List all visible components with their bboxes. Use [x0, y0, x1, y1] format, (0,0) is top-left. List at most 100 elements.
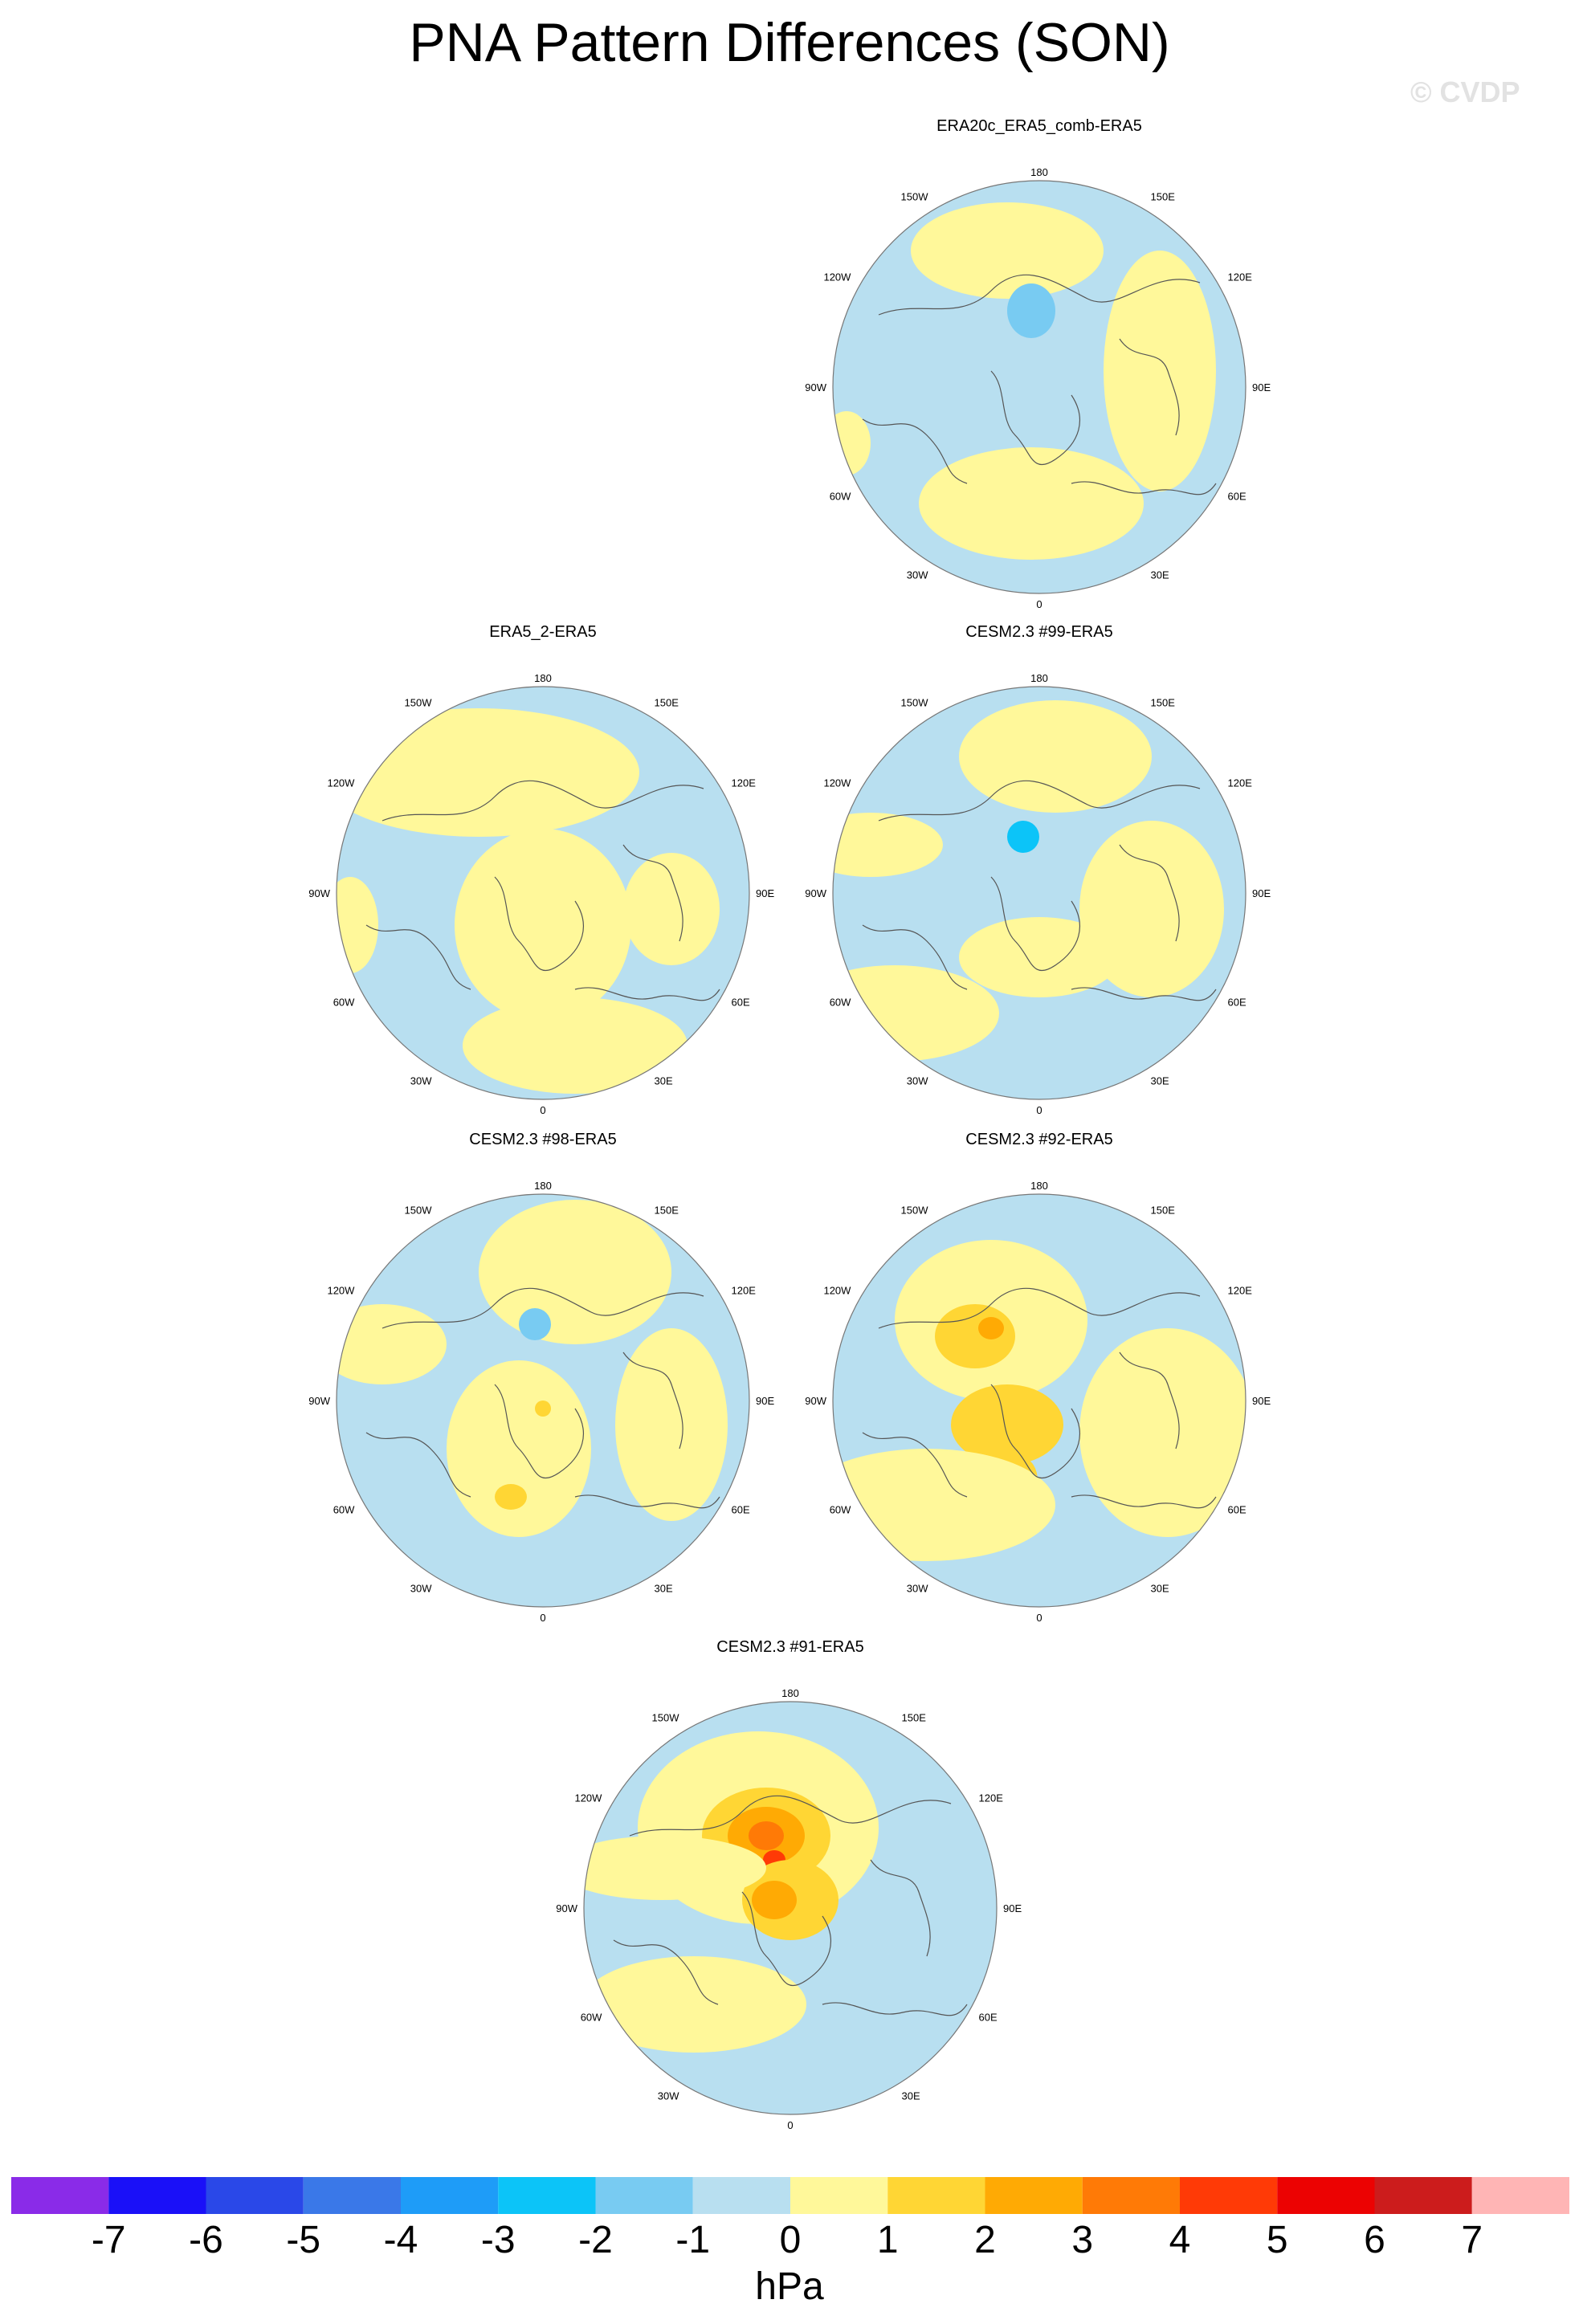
contour-region: [1007, 821, 1039, 853]
coastline: [990, 876, 1080, 972]
longitude-label: 60W: [830, 1504, 851, 1516]
longitude-label: 180: [534, 672, 552, 684]
coastline: [990, 1384, 1080, 1479]
longitude-label: 120E: [732, 1285, 757, 1297]
longitude-label: 120E: [732, 777, 757, 789]
map-panel: ERA20c_ERA5_comb-ERA5 180 0 90W 90E 150W 150E 1…: [774, 117, 1304, 647]
coastline: [741, 1891, 831, 1987]
longitude-label: 0: [1036, 598, 1042, 610]
figure-title: PNA Pattern Differences (SON): [409, 12, 1170, 73]
coastline: [381, 1287, 704, 1329]
coastline: [862, 924, 968, 990]
contour-region: [959, 700, 1152, 813]
contour-region: [1007, 283, 1055, 338]
polar-map: 180 0 90W 90E 150W 150E 120W 120E 60W 60E 30W 30E: [308, 1180, 774, 1624]
longitude-label: 150E: [1151, 1204, 1176, 1216]
coastline: [629, 1795, 952, 1837]
longitude-label: 90E: [1252, 1395, 1271, 1407]
longitude-label: 180: [781, 1687, 799, 1699]
longitude-label: 0: [787, 2119, 793, 2131]
panel-title: CESM2.3 #91-ERA5: [716, 1638, 864, 1656]
coastline: [365, 1432, 471, 1498]
polar-map: 180 0 90W 90E 150W 150E 120W 120E 60W 60E 30W 30E: [805, 166, 1271, 610]
colorbar-swatch: [790, 2177, 888, 2214]
longitude-label: 0: [1036, 1612, 1042, 1624]
longitude-label: 0: [540, 1612, 545, 1624]
contour-region: [337, 1304, 447, 1384]
longitude-label: 120E: [1228, 777, 1253, 789]
longitude-label: 60W: [333, 997, 355, 1009]
colorbar-tick-label: -4: [383, 2219, 418, 2261]
longitude-label: 150W: [901, 1204, 929, 1216]
map-panel: CESM2.3 #98-ERA5 180 0 90W 90E 150W 150E 120W 12…: [278, 1131, 808, 1661]
polar-map: 180 0 90W 90E 150W 150E 120W 120E 60W 60E 30W 30E: [805, 672, 1271, 1116]
map-border: [832, 180, 1246, 594]
longitude-label: 90E: [756, 887, 774, 899]
contour-region: [749, 1821, 784, 1850]
longitude-label: 150W: [405, 1204, 433, 1216]
longitude-label: 30W: [907, 569, 928, 581]
coastline: [878, 274, 1201, 316]
colorbar-swatch: [303, 2177, 401, 2214]
colorbar-tick-label: 3: [1071, 2219, 1094, 2261]
longitude-label: 180: [1030, 166, 1048, 178]
colorbar-swatch: [1277, 2177, 1375, 2214]
coastline: [574, 1494, 720, 1509]
map-border: [583, 1701, 998, 2115]
colorbar-swatch: [401, 2177, 499, 2214]
longitude-label: 180: [1030, 672, 1048, 684]
colorbar-swatch: [595, 2177, 693, 2214]
coastline: [1119, 338, 1180, 436]
map-border: [832, 1193, 1246, 1608]
colorbar-units: hPa: [755, 2265, 824, 2308]
coastline: [1119, 1352, 1180, 1449]
longitude-label: 120E: [1228, 1285, 1253, 1297]
contour-region: [935, 1304, 1015, 1368]
coastline: [622, 1352, 683, 1449]
longitude-label: 90E: [1252, 381, 1271, 393]
panel-title: CESM2.3 #98-ERA5: [469, 1131, 617, 1148]
contour-region: [833, 965, 999, 1062]
contour-region: [463, 997, 687, 1094]
polar-map: 180 0 90W 90E 150W 150E 120W 120E 60W 60E 30W 30E: [308, 672, 774, 1116]
longitude-label: 120E: [979, 1792, 1004, 1804]
colorbar-tick-label: -3: [480, 2219, 516, 2261]
contour-region: [959, 917, 1120, 997]
longitude-label: 30E: [655, 1583, 673, 1595]
colorbar-swatch: [11, 2177, 109, 2214]
coastline: [494, 876, 584, 972]
coastline: [613, 1939, 719, 2005]
contour-region: [833, 411, 871, 475]
longitude-label: 60E: [1228, 997, 1246, 1009]
colorbar: [11, 2177, 1569, 2214]
coastline: [878, 1287, 1201, 1329]
longitude-label: 90W: [805, 1395, 826, 1407]
contour-region: [455, 829, 631, 1021]
longitude-label: 90W: [308, 1395, 330, 1407]
coastline: [822, 2002, 968, 2016]
panel-title: ERA5_2-ERA5: [489, 623, 597, 641]
polar-map: 180 0 90W 90E 150W 150E 120W 120E 60W 60E 30W 30E: [805, 1180, 1271, 1624]
longitude-label: 150E: [1151, 696, 1176, 708]
longitude-label: 60E: [1228, 491, 1246, 503]
longitude-label: 30W: [410, 1583, 432, 1595]
longitude-label: 90W: [556, 1902, 577, 1914]
panel-title: CESM2.3 #92-ERA5: [965, 1131, 1113, 1148]
contour-region: [833, 813, 943, 877]
colorbar-swatch: [1180, 2177, 1278, 2214]
coastline: [365, 924, 471, 990]
colorbar-tick-label: 2: [974, 2219, 996, 2261]
contour-region: [584, 1956, 806, 2053]
coastline: [862, 418, 968, 484]
coastline: [494, 1384, 584, 1479]
longitude-label: 120W: [327, 1285, 355, 1297]
longitude-label: 90E: [756, 1395, 774, 1407]
colorbar-tick-label: -2: [578, 2219, 613, 2261]
colorbar-tick-label: -6: [189, 2219, 223, 2261]
contour-region: [1079, 1328, 1246, 1537]
coastline: [1119, 844, 1180, 942]
contour-region: [584, 1836, 766, 1900]
coastline: [870, 1859, 931, 1957]
panel-title: ERA20c_ERA5_comb-ERA5: [936, 117, 1142, 135]
longitude-label: 180: [1030, 1180, 1048, 1192]
